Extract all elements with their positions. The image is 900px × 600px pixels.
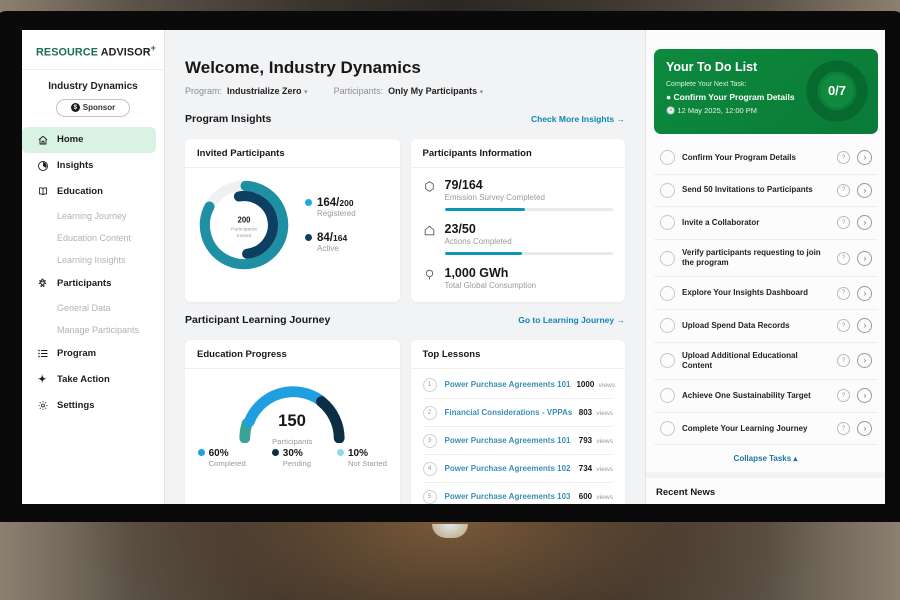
svg-text:0/7: 0/7 <box>828 83 846 98</box>
svg-text:Invited: Invited <box>237 233 252 239</box>
svg-text:Participants: Participants <box>231 226 257 232</box>
svg-text:150: 150 <box>278 411 306 430</box>
svg-text:200: 200 <box>237 216 251 225</box>
